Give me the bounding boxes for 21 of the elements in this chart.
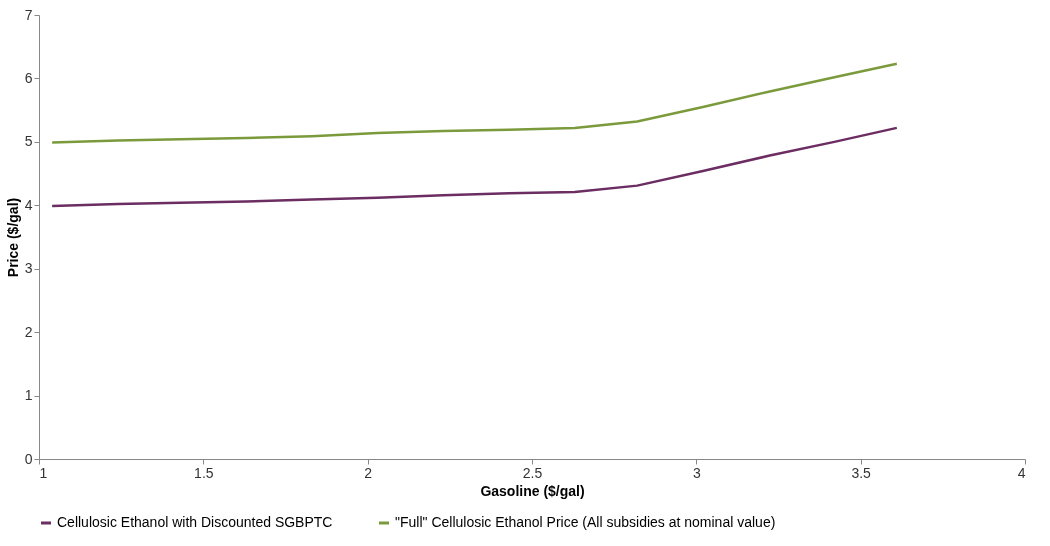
- y-tick-label: 1: [24, 387, 33, 404]
- x-tick-label: 3: [692, 464, 701, 481]
- y-tick-label: 2: [24, 323, 33, 340]
- x-tick-label: 2: [364, 464, 373, 481]
- x-axis-title: Gasoline ($/gal): [480, 482, 585, 499]
- y-tick-label: 6: [24, 69, 33, 86]
- legend-label: Cellulosic Ethanol with Discounted SGBPTC: [57, 514, 333, 530]
- x-tick-label: 2.5: [522, 464, 543, 481]
- y-axis-title: Price ($/gal): [4, 197, 21, 278]
- y-tick-label: 7: [24, 6, 33, 23]
- y-tick-label: 0: [24, 450, 33, 467]
- line-series: [50, 62, 899, 144]
- y-tick-label: 5: [24, 133, 33, 150]
- x-tick-label: 3.5: [851, 464, 872, 481]
- x-tick-label: 1.5: [194, 464, 214, 481]
- y-tick-label: 3: [24, 260, 33, 277]
- y-tick-label: 4: [24, 196, 33, 213]
- x-tick-label: 1: [39, 464, 48, 481]
- x-tick-label: 4: [1017, 464, 1026, 481]
- line-series: [50, 126, 899, 208]
- legend-label: "Full" Cellulosic Ethanol Price (All subsidies at nominal value): [395, 514, 776, 530]
